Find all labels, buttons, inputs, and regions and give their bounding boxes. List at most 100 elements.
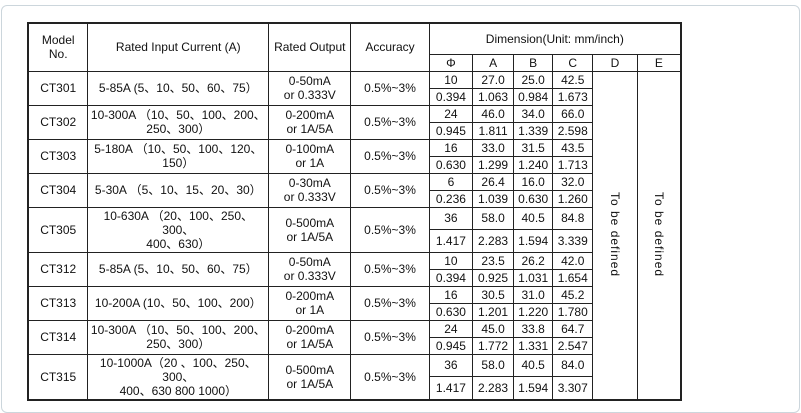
dim-mm-cell: 42.0 <box>552 251 594 270</box>
dim-mm-cell: 34.0 <box>512 104 554 123</box>
accuracy-cell: 0.5%~3% <box>350 251 430 287</box>
spec-table: Model No. Rated Input Current (A) Rated … <box>27 22 682 401</box>
dim-inch-cell: 0.925 <box>472 268 514 287</box>
input-current-cell: 5-180A （10、50、100、120、 150） <box>87 138 270 174</box>
dim-inch-cell: 1.031 <box>512 268 554 287</box>
dim-mm-cell: 33.8 <box>512 319 554 338</box>
dim-inch-cell: 2.547 <box>552 336 594 355</box>
dim-inch-cell: 0.630 <box>428 302 474 321</box>
dim-mm-cell: 25.0 <box>512 70 554 89</box>
model-cell: CT313 <box>27 285 89 321</box>
rated-output-cell: 0-500mA or 1A/5A <box>268 353 352 400</box>
dim-mm-cell: 36 <box>428 206 474 230</box>
dim-inch-cell: 1.594 <box>512 375 554 401</box>
table-row: CT303 5-180A （10、50、100、120、 150） 0-100mA … <box>27 138 681 174</box>
dim-mm-cell: 6 <box>428 172 474 191</box>
dim-d-note: To be defined <box>592 70 638 400</box>
rated-output-cell: 0-100mA or 1A <box>268 138 352 174</box>
dim-mm-cell: 16 <box>428 138 474 157</box>
dim-inch-cell: 1.260 <box>552 189 594 208</box>
accuracy-cell: 0.5%~3% <box>350 319 430 355</box>
table-row: 0.394 1.063 0.984 1.673 <box>28 87 681 106</box>
dim-mm-cell: 45.0 <box>472 319 514 338</box>
dim-inch-cell: 1.673 <box>552 87 594 106</box>
dim-inch-cell: 1.201 <box>472 302 514 321</box>
input-current-cell: 5-85A (5、10、50、60、75） <box>87 70 270 106</box>
table-row: 1.417 2.283 1.594 3.307 <box>28 375 681 401</box>
dim-inch-cell: 1.417 <box>428 375 474 401</box>
model-cell: CT305 <box>27 206 89 253</box>
dim-mm-cell: 40.5 <box>512 206 554 230</box>
model-cell: CT304 <box>27 172 89 208</box>
input-current-cell: 10-200A (10、50、100、200） <box>87 285 270 321</box>
dim-inch-cell: 3.339 <box>552 229 594 253</box>
dim-inch-cell: 0.630 <box>512 189 554 208</box>
dim-inch-cell: 1.299 <box>472 155 514 174</box>
dim-inch-cell: 1.220 <box>512 302 554 321</box>
dim-mm-cell: 43.5 <box>552 138 594 157</box>
dim-inch-cell: 1.713 <box>552 155 594 174</box>
dim-inch-cell: 2.283 <box>472 375 514 401</box>
accuracy-cell: 0.5%~3% <box>350 104 430 140</box>
dim-mm-cell: 10 <box>428 70 474 89</box>
dim-inch-cell: 1.811 <box>472 121 514 140</box>
dim-inch-cell: 1.780 <box>552 302 594 321</box>
dim-inch-cell: 1.772 <box>472 336 514 355</box>
dim-mm-cell: 40.5 <box>512 353 554 377</box>
header-dim-a: A <box>472 53 514 72</box>
dim-inch-cell: 0.394 <box>428 87 474 106</box>
dim-inch-cell: 1.331 <box>512 336 554 355</box>
dim-mm-cell: 23.5 <box>472 251 514 270</box>
model-cell: CT303 <box>27 138 89 174</box>
dim-inch-cell: 0.945 <box>428 336 474 355</box>
dim-mm-cell: 84.8 <box>552 206 594 230</box>
dim-inch-cell: 1.339 <box>512 121 554 140</box>
dim-mm-cell: 46.0 <box>472 104 514 123</box>
dim-inch-cell: 0.394 <box>428 268 474 287</box>
header-model: Model No. <box>27 22 89 72</box>
dim-inch-cell: 0.984 <box>512 87 554 106</box>
rated-output-cell: 0-500mA or 1A/5A <box>268 206 352 253</box>
table-row: CT301 5-85A (5、10、50、60、75） 0-50mA or 0.33… <box>27 70 682 400</box>
model-cell: CT312 <box>27 251 89 287</box>
accuracy-cell: 0.5%~3% <box>350 285 430 321</box>
table-row: 0.945 1.811 1.339 2.598 <box>28 121 681 140</box>
rated-output-cell: 0-30mA or 0.333V <box>268 172 352 208</box>
dim-mm-cell: 64.7 <box>552 319 594 338</box>
table-row: CT312 5-85A (5、10、50、60、75） 0-50mA or 0.33… <box>27 251 681 287</box>
table-row: 0.630 1.299 1.240 1.713 <box>28 155 681 174</box>
table-row: CT302 10-300A （10、50、100、200、 250、300） 0-2… <box>27 104 681 140</box>
dim-mm-cell: 30.5 <box>472 285 514 304</box>
dim-inch-cell: 3.307 <box>552 375 594 401</box>
table-row: CT305 10-630A （20、100、250、300、 400、630） 0-… <box>27 206 681 253</box>
accuracy-cell: 0.5%~3% <box>350 206 430 253</box>
input-current-cell: 5-30A （5、10、15、20、30） <box>87 172 270 208</box>
model-cell: CT302 <box>27 104 89 140</box>
table-row: CT315 10-1000A（20 、100、250、300、 400、630 8… <box>27 353 681 400</box>
header-accuracy: Accuracy <box>350 22 430 72</box>
dim-inch-cell: 2.283 <box>472 229 514 253</box>
dim-mm-cell: 36 <box>428 353 474 377</box>
dim-inch-cell: 1.063 <box>472 87 514 106</box>
model-cell: CT315 <box>27 353 89 400</box>
header-input-current: Rated Input Current (A) <box>87 22 270 72</box>
dim-mm-cell: 16 <box>428 285 474 304</box>
header-rated-output: Rated Output <box>268 22 352 72</box>
dim-inch-cell: 0.630 <box>428 155 474 174</box>
input-current-cell: 10-300A （10、50、100、200、 250、300） <box>87 104 270 140</box>
accuracy-cell: 0.5%~3% <box>350 172 430 208</box>
rated-output-cell: 0-50mA or 0.333V <box>268 70 352 106</box>
table-row: CT313 10-200A (10、50、100、200） 0-200mA or 1… <box>27 285 681 321</box>
dim-mm-cell: 66.0 <box>552 104 594 123</box>
accuracy-cell: 0.5%~3% <box>350 138 430 174</box>
dim-inch-cell: 1.594 <box>512 229 554 253</box>
dim-mm-cell: 24 <box>428 104 474 123</box>
dim-mm-cell: 16.0 <box>512 172 554 191</box>
header-dim-phi: Φ <box>428 53 474 72</box>
dim-inch-cell: 1.417 <box>428 229 474 253</box>
dim-mm-cell: 58.0 <box>472 353 514 377</box>
dim-inch-cell: 0.945 <box>428 121 474 140</box>
dim-inch-cell: 1.654 <box>552 268 594 287</box>
table-row: CT304 5-30A （5、10、15、20、30） 0-30mA or 0.33… <box>27 172 681 208</box>
table-header: Model No. Rated Input Current (A) Rated … <box>27 22 682 72</box>
